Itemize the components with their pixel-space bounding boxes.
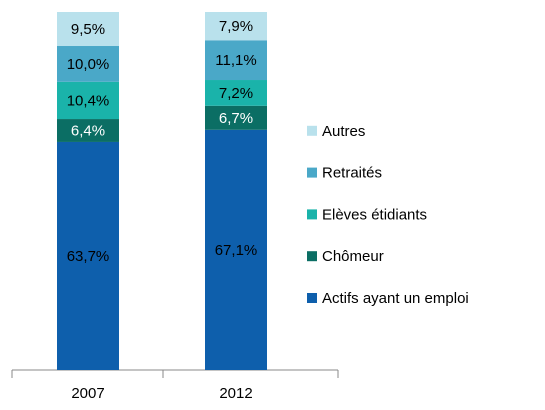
legend-label: Elèves étidiants <box>322 206 427 223</box>
value-label: 67,1% <box>215 242 258 259</box>
legend-swatch <box>307 167 317 178</box>
bar-segment <box>57 12 119 47</box>
bar-segment <box>205 129 267 370</box>
legend-label: Chômeur <box>322 248 384 265</box>
value-label: 10,4% <box>67 92 110 109</box>
legend-label: Retraités <box>322 165 382 182</box>
legend-label: Autres <box>322 123 365 140</box>
bar-segment <box>57 141 119 370</box>
value-label: 7,9% <box>219 18 253 35</box>
bar-segment <box>205 40 267 81</box>
legend-swatch <box>307 293 317 303</box>
x-tick-label: 2007 <box>71 385 104 402</box>
value-label: 7,2% <box>219 85 253 102</box>
value-label: 6,7% <box>219 110 253 127</box>
bar-segment <box>205 12 267 41</box>
bar-segment <box>205 80 267 106</box>
value-label: 11,1% <box>215 52 256 69</box>
value-label: 9,5% <box>71 21 105 38</box>
bar-segment <box>57 81 119 120</box>
x-tick-label: 2012 <box>219 385 252 402</box>
value-label: 63,7% <box>67 248 110 265</box>
bar-segment <box>57 46 119 82</box>
legend-label: Actifs ayant un emploi <box>322 290 469 307</box>
value-label: 10,0% <box>67 56 110 73</box>
bar-segment <box>57 119 119 142</box>
legend-swatch <box>307 251 317 262</box>
value-label: 6,4% <box>71 122 105 139</box>
bar-segment <box>205 105 267 130</box>
legend-swatch <box>307 209 317 220</box>
legend-swatch <box>307 125 317 136</box>
